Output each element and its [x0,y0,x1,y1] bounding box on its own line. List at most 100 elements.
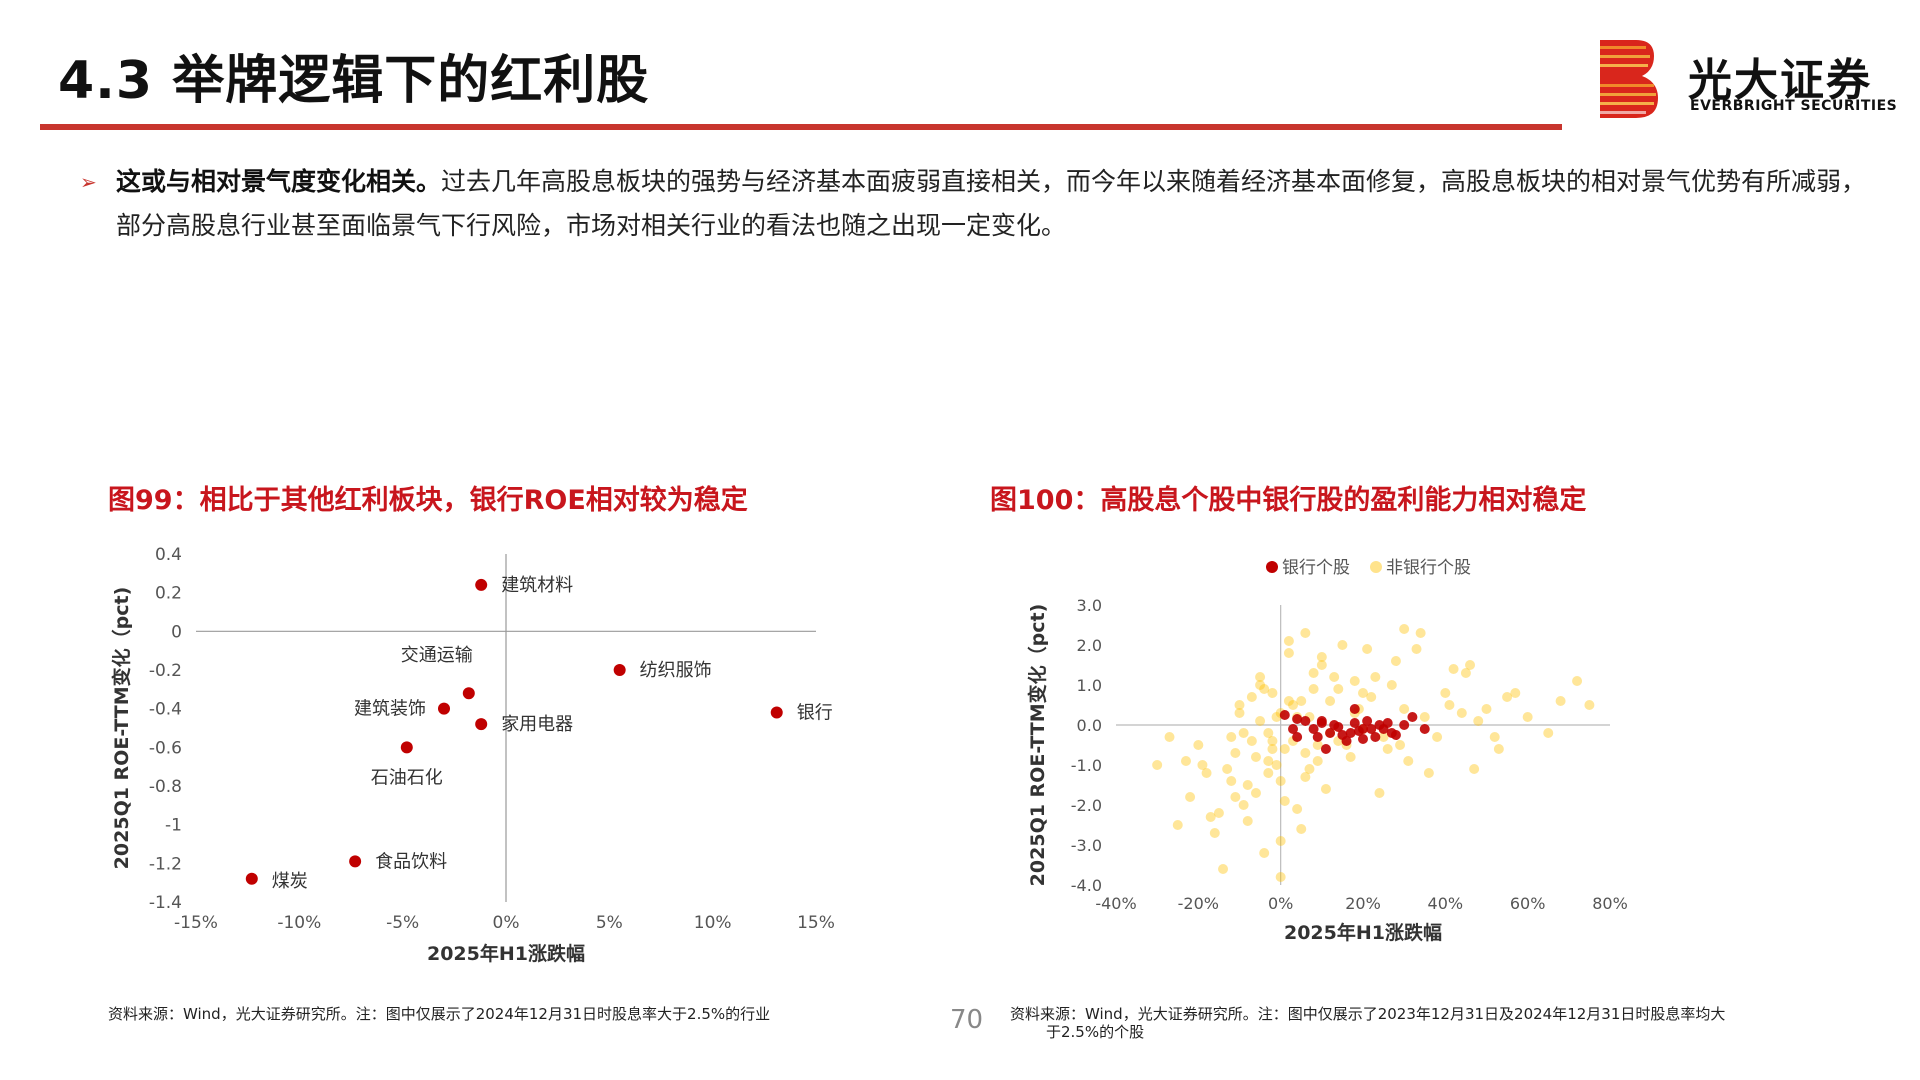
y-tick-label: 0.2 [155,584,182,604]
nonbank-stock-point [1271,760,1282,770]
data-point-label: 家用电器 [501,714,573,735]
nonbank-stock-point [1296,696,1307,706]
figure-left-title: 图99：相比于其他红利板块，银行ROE相对较为稳定 [108,485,748,516]
nonbank-stock-point [1415,628,1426,638]
x-tick-label: 15% [797,913,835,933]
nonbank-stock-point [1473,716,1484,726]
nonbank-stock-point [1172,820,1183,830]
bank-stock-point [1292,732,1303,742]
stock-scatter-chart: 3.0 2.0 1.0 0.0 -1.0 -2.0 -3.0 -4.0-40% -20% 0% 20… [1026,558,1628,944]
data-point-label: 石油石化 [371,767,443,788]
data-point-label: 银行 [797,703,833,724]
nonbank-stock-point [1403,756,1414,766]
figure-right-title: 图100：高股息个股中银行股的盈利能力相对稳定 [990,485,1587,516]
nonbank-stock-point [1481,704,1492,714]
nonbank-stock-point [1460,668,1471,678]
nonbank-stock-point [1300,748,1311,758]
figure-right-source-line1: 资料来源：Wind，光大证券研究所。注：图中仅展示了2023年12月31日及20… [1010,1005,1726,1023]
y-tick-label: -4.0 [1071,876,1102,895]
bank-stock-point [1341,736,1352,746]
nonbank-stock-point [1432,732,1443,742]
bank-stock-point [1358,734,1368,744]
nonbank-stock-point [1444,700,1455,710]
nonbank-stock-point [1308,684,1319,694]
nonbank-stock-point [1358,688,1368,698]
nonbank-stock-point [1465,660,1476,670]
data-point [770,706,783,719]
nonbank-stock-point [1440,688,1451,698]
bank-stock-point [1382,718,1393,728]
nonbank-stock-point [1469,764,1480,774]
data-point-label: 建筑装饰 [354,699,426,720]
nonbank-stock-point [1395,740,1406,750]
nonbank-stock-point [1250,752,1261,762]
data-point-label: 交通运输 [401,645,473,666]
nonbank-stock-point [1456,708,1467,718]
figure-left-source: 资料来源：Wind，光大证券研究所。注：图中仅展示了2024年12月31日时股息… [108,1005,771,1023]
figure-right-source: 资料来源：Wind，光大证券研究所。注：图中仅展示了2023年12月31日及20… [1010,1005,1725,1041]
nonbank-stock-point [1279,796,1290,806]
y-tick-label: 3.0 [1077,596,1102,615]
nonbank-stock-point [1234,700,1245,710]
nonbank-stock-point [1275,836,1286,846]
data-point [613,664,626,676]
nonbank-stock-point [1267,736,1278,746]
y-tick-label: 0 [171,622,182,642]
bank-stock-point [1300,716,1311,726]
nonbank-stock-point [1283,636,1294,646]
nonbank-stock-point [1238,800,1249,810]
y-tick-label: 0.0 [1077,716,1102,735]
y-tick-label: -1 [165,816,182,836]
x-tick-label: -15% [174,913,218,933]
bank-stock-point [1279,710,1290,720]
nonbank-stock-point [1489,732,1500,742]
data-point-label: 纺织服饰 [640,660,712,681]
nonbank-stock-point [1213,808,1224,818]
nonbank-stock-point [1572,676,1583,686]
bullet-text: 这或与相对景气度变化相关。过去几年高股息板块的强势与经济基本面疲弱直接相关，而今… [116,160,1890,248]
page-title: 4.3 举牌逻辑下的红利股 [58,51,650,111]
nonbank-stock-point [1267,688,1278,698]
bank-stock-point [1399,720,1410,730]
bullet-paragraph: ➢ 这或与相对景气度变化相关。过去几年高股息板块的强势与经济基本面疲弱直接相关，… [80,160,1890,248]
y-tick-label: -1.2 [149,854,182,874]
y-tick-label: -0.8 [149,777,182,797]
bullet-bold-lead: 这或与相对景气度变化相关。 [116,167,442,196]
nonbank-stock-point [1345,752,1356,762]
nonbank-stock-point [1230,748,1241,758]
nonbank-stock-point [1238,728,1249,738]
bullet-body: 过去几年高股息板块的强势与经济基本面疲弱直接相关，而今年以来随着经济基本面修复，… [116,167,1867,240]
nonbank-stock-point [1255,680,1266,690]
data-point [349,855,362,868]
bank-stock-point [1312,732,1323,742]
nonbank-stock-point [1246,736,1257,746]
x-tick-label: 0% [1268,894,1293,913]
nonbank-stock-point [1316,660,1327,670]
data-point-label: 建筑材料 [501,575,573,596]
nonbank-stock-point [1242,780,1253,790]
x-tick-label: 40% [1428,894,1464,913]
nonbank-stock-point [1234,708,1245,718]
y-tick-label: 2.0 [1077,636,1102,655]
nonbank-stock-point [1386,680,1397,690]
nonbank-stock-point [1271,712,1282,722]
nonbank-stock-point [1263,728,1274,738]
bank-stock-point [1325,728,1336,738]
x-tick-label: -5% [386,913,419,933]
x-tick-label: -20% [1178,894,1219,913]
data-point [438,702,450,715]
nonbank-stock-point [1320,784,1331,794]
nonbank-stock-point [1226,732,1237,742]
nonbank-stock-point [1316,652,1327,662]
bank-stock-point [1345,728,1356,738]
nonbank-stock-point [1399,704,1410,714]
x-axis-title: 2025年H1涨跌幅 [427,942,585,965]
nonbank-stock-point [1312,756,1323,766]
y-axis-title: 2025Q1 ROE-TTM变化（pct) [1026,604,1049,887]
data-point [462,687,475,700]
y-tick-label: -1.4 [149,893,182,913]
bank-stock-point [1386,728,1397,738]
page-number: 70 [950,1005,984,1035]
nonbank-stock-point [1292,804,1303,814]
bank-stock-point [1288,724,1299,734]
